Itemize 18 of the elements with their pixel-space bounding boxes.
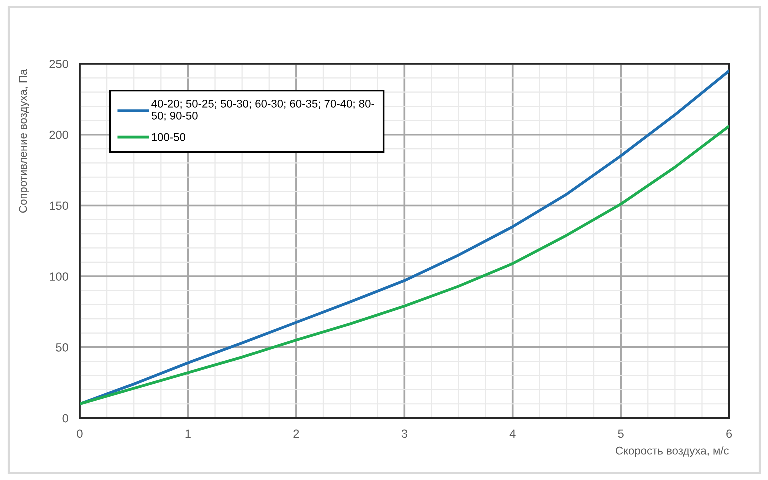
- x-tick-label: 0: [77, 430, 83, 438]
- x-tick-label: 1: [186, 430, 191, 438]
- y-axis-title: Сопротивление воздуха, Па: [19, 69, 30, 213]
- x-axis-title: Скорость воздуха, м/с: [616, 446, 730, 457]
- legend-label: 40-20; 50-25; 50-30; 60-30; 60-35; 70-40; 80-50; 90-50: [152, 100, 374, 122]
- x-tick-label: 4: [510, 430, 516, 438]
- x-tick-label: 3: [402, 430, 408, 438]
- y-tick-label: 150: [50, 202, 68, 210]
- x-tick-label: 5: [618, 430, 624, 438]
- y-tick-label: 50: [56, 343, 68, 352]
- x-tick-label: 6: [726, 430, 732, 438]
- x-tick-label: 2: [294, 430, 300, 438]
- line-series: [80, 124, 730, 406]
- y-tick-label: 0: [62, 414, 68, 423]
- y-tick-label: 100: [50, 272, 68, 281]
- y-tick-label: 250: [50, 60, 68, 68]
- legend-label: 100-50: [152, 133, 186, 142]
- y-tick-label: 200: [50, 130, 68, 140]
